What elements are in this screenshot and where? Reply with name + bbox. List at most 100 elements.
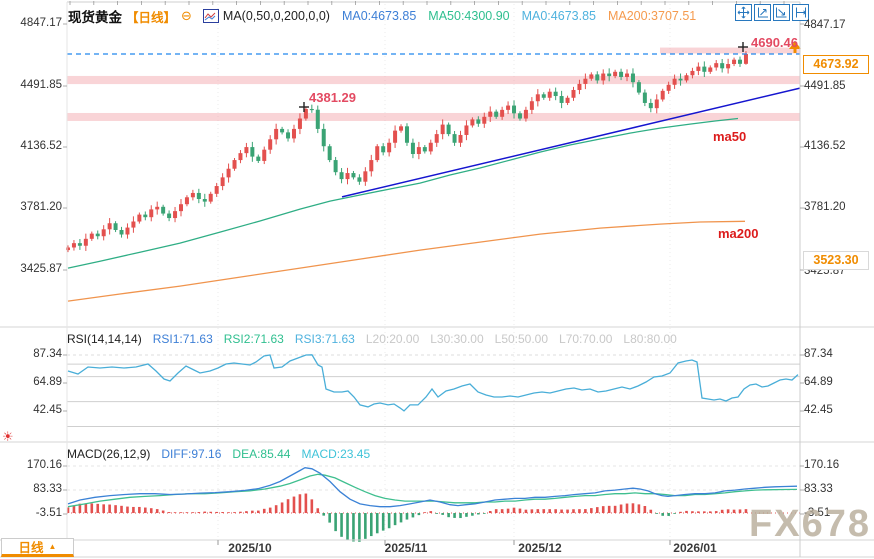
indicator-value-label: L50:50.00 bbox=[494, 332, 549, 346]
macd-histogram-bar bbox=[720, 509, 724, 514]
candle-body bbox=[137, 214, 142, 222]
rsi-values: RSI1:71.63 RSI2:71.63 RSI3:71.63 L20:20.00 L… bbox=[153, 332, 688, 346]
candle-body bbox=[464, 125, 469, 135]
axis-label: 4491.85 bbox=[804, 80, 846, 92]
macd-histogram-bar bbox=[120, 505, 123, 514]
macd-histogram-bar bbox=[144, 507, 147, 514]
macd-histogram-bar bbox=[685, 510, 688, 514]
candle-body bbox=[327, 146, 332, 161]
axis-label: 170.16 bbox=[804, 459, 840, 471]
macd-histogram-bar bbox=[655, 513, 659, 514]
date-label: 2026/01 bbox=[673, 541, 717, 555]
axis-scale-left-icon[interactable] bbox=[754, 4, 771, 21]
axis-label: 3425.87 bbox=[20, 263, 62, 275]
macd-histogram-bar bbox=[459, 513, 462, 519]
candle-body bbox=[666, 84, 671, 91]
macd-histogram-bar bbox=[738, 509, 742, 514]
ma-values: MA0:4673.85 MA50:4300.90 MA0:4673.85 MA200:… bbox=[330, 9, 696, 23]
candle-body bbox=[89, 233, 94, 239]
ma-settings-label: MA(0,50,0,200,0,0) bbox=[222, 9, 330, 23]
macd-histogram-bar bbox=[257, 510, 260, 514]
candle-body bbox=[399, 126, 404, 131]
axis-scale-right-icon[interactable] bbox=[773, 4, 790, 21]
candle-body bbox=[571, 89, 576, 98]
candle-body bbox=[262, 149, 267, 161]
macd-histogram-bar bbox=[643, 506, 647, 514]
period-tab[interactable]: 日线 ▲ bbox=[1, 538, 74, 557]
indicator-value-label: MACD:23.45 bbox=[301, 447, 371, 461]
macd-histogram-bar bbox=[280, 502, 284, 514]
resistance-band bbox=[660, 47, 800, 54]
macd-histogram-bar bbox=[316, 508, 320, 514]
axis-label: -3.51 bbox=[35, 507, 62, 519]
candle-body bbox=[66, 247, 70, 251]
macd-histogram-bar bbox=[191, 512, 195, 514]
candle-body bbox=[654, 99, 659, 109]
candle-body bbox=[553, 91, 558, 97]
candle-body bbox=[512, 105, 517, 114]
candle-body bbox=[690, 70, 695, 76]
candle-body bbox=[369, 160, 374, 172]
period-tab-arrow-icon: ▲ bbox=[48, 542, 57, 551]
macd-histogram-bar bbox=[649, 509, 653, 514]
candle-body bbox=[535, 94, 540, 102]
axis-shift-right-icon[interactable] bbox=[792, 4, 809, 21]
pan-icon[interactable] bbox=[735, 4, 752, 21]
price-arrow-icon[interactable] bbox=[789, 41, 801, 49]
macd-histogram-bar bbox=[417, 513, 421, 516]
candle-body bbox=[559, 96, 564, 103]
resistance-band bbox=[67, 112, 800, 121]
candle-body bbox=[95, 233, 100, 237]
macd-histogram-bar bbox=[578, 509, 581, 514]
candle-body bbox=[708, 67, 713, 72]
indicator-value-label: MA0:4673.85 bbox=[521, 9, 596, 23]
axis-label: 4847.17 bbox=[20, 17, 62, 29]
macd-histogram-bar bbox=[358, 513, 361, 542]
macd-histogram-bar bbox=[441, 513, 444, 515]
axis-label: 42.45 bbox=[804, 404, 833, 416]
period-tab-label: 日线 bbox=[18, 541, 44, 555]
candle-body bbox=[607, 73, 612, 77]
macd-histogram-bar bbox=[619, 504, 623, 514]
indicator-chart-icon[interactable] bbox=[202, 9, 219, 23]
indicator-value-label: L70:70.00 bbox=[559, 332, 613, 346]
candle-body bbox=[696, 66, 701, 71]
candle-body bbox=[517, 113, 522, 119]
date-label: 2025/11 bbox=[384, 541, 428, 555]
candle-body bbox=[238, 153, 243, 161]
axis-label: 64.89 bbox=[804, 376, 833, 388]
macd-histogram-bar bbox=[691, 511, 694, 514]
candle-body bbox=[357, 177, 362, 182]
candle-body bbox=[107, 223, 112, 230]
macd-histogram-bar bbox=[215, 511, 218, 514]
low-price-box: 3523.30 bbox=[803, 251, 869, 270]
collapse-icon[interactable]: ⊖ bbox=[181, 8, 192, 23]
candle-body bbox=[71, 243, 76, 248]
axis-label: 4491.85 bbox=[20, 79, 62, 91]
candle-body bbox=[636, 82, 641, 93]
candle-body bbox=[363, 171, 368, 182]
macd-histogram-bar bbox=[96, 503, 100, 514]
macd-histogram-bar bbox=[286, 499, 290, 514]
candle-body bbox=[565, 97, 570, 103]
macd-histogram-bar bbox=[72, 505, 76, 514]
macd-name: MACD(26,12,9) bbox=[67, 447, 151, 461]
candle-body bbox=[161, 206, 166, 214]
macd-histogram-bar bbox=[453, 513, 456, 518]
candle-body bbox=[619, 71, 624, 77]
candle-body bbox=[422, 147, 427, 152]
indicator-value-label: L20:20.00 bbox=[365, 332, 420, 346]
indicator-alert-sun-icon[interactable]: ☀ bbox=[2, 429, 14, 444]
candle-body bbox=[720, 63, 725, 69]
macd-histogram-bar bbox=[607, 505, 611, 514]
macd-histogram-bar bbox=[595, 507, 599, 514]
indicator-value-label: MA50:4300.90 bbox=[428, 9, 510, 23]
macd-histogram-bar bbox=[506, 508, 510, 514]
axis-label: 170.16 bbox=[26, 459, 62, 471]
candle-body bbox=[601, 73, 606, 81]
macd-histogram-bar bbox=[435, 513, 439, 514]
indicator-value-label: DEA:85.44 bbox=[232, 447, 291, 461]
macd-histogram-bar bbox=[66, 507, 70, 514]
